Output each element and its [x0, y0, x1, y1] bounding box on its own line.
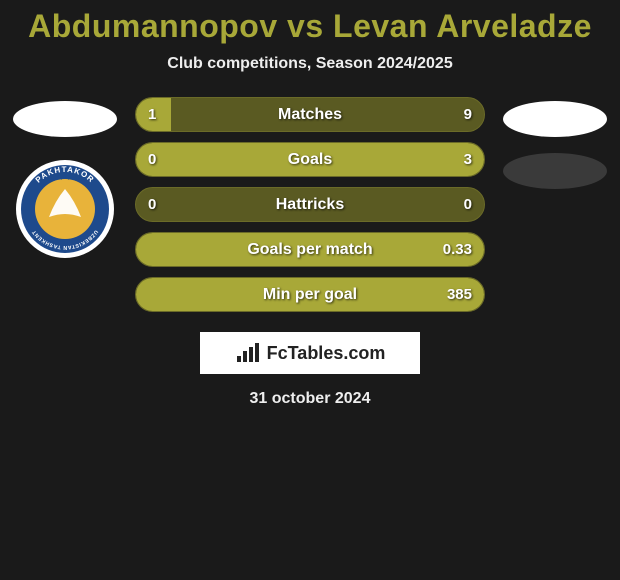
stat-value-right: 385 — [447, 278, 472, 311]
stat-label: Goals — [136, 143, 484, 176]
stat-bar: Hattricks0 0 — [135, 187, 485, 222]
stat-label: Goals per match — [136, 233, 484, 266]
date-line: 31 october 2024 — [0, 390, 620, 408]
stat-value-right: 9 — [464, 98, 472, 131]
stat-value-left: 0 — [148, 188, 156, 221]
stat-value-left: 0 — [148, 143, 156, 176]
left-club-badge: PAKHTAKOR UZBEKISTAN TASHKENT — [15, 159, 115, 259]
stat-label: Matches — [136, 98, 484, 131]
left-player-column: PAKHTAKOR UZBEKISTAN TASHKENT — [10, 97, 120, 259]
main-row: PAKHTAKOR UZBEKISTAN TASHKENT Matches1 9 G… — [0, 97, 620, 312]
stat-value-left: 1 — [148, 98, 156, 131]
stat-label: Hattricks — [136, 188, 484, 221]
stat-bar: Min per goal385 — [135, 277, 485, 312]
left-player-avatar — [13, 101, 117, 137]
stat-value-right: 0.33 — [443, 233, 472, 266]
stat-bar: Goals per match0.33 — [135, 232, 485, 267]
stat-bars: Matches19Goals03Hattricks00Goals per mat… — [135, 97, 485, 312]
stat-value-right: 0 — [464, 188, 472, 221]
stat-bar: Matches1 9 — [135, 97, 485, 132]
right-player-column — [500, 97, 610, 189]
right-player-avatar — [503, 101, 607, 137]
right-player-secondary-shape — [503, 153, 607, 189]
comparison-card: Abdumannopov vs Levan Arveladze Club com… — [0, 0, 620, 408]
stat-value-right: 3 — [464, 143, 472, 176]
page-subtitle: Club competitions, Season 2024/2025 — [0, 55, 620, 73]
stat-bar: Goals0 3 — [135, 142, 485, 177]
watermark: FcTables.com — [200, 332, 420, 374]
watermark-bars-icon — [235, 342, 261, 364]
watermark-text: FcTables.com — [267, 343, 386, 364]
page-title: Abdumannopov vs Levan Arveladze — [0, 8, 620, 45]
stat-label: Min per goal — [136, 278, 484, 311]
